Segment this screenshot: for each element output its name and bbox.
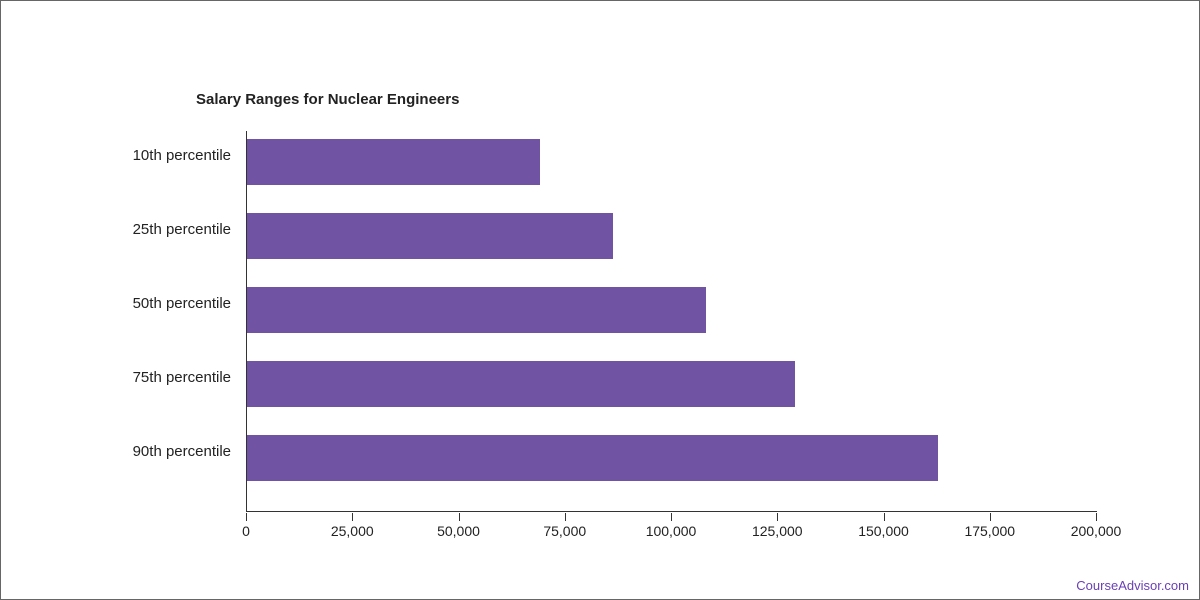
bar-row-50th [247, 287, 706, 333]
x-tick [352, 513, 353, 521]
y-label-1: 25th percentile [1, 221, 231, 238]
x-tick-label: 200,000 [1071, 523, 1122, 539]
x-tick [671, 513, 672, 521]
x-tick-label: 0 [242, 523, 250, 539]
x-tick-label: 150,000 [858, 523, 909, 539]
x-tick-label: 75,000 [543, 523, 586, 539]
bar-row-10th [247, 139, 540, 185]
chart-title: Salary Ranges for Nuclear Engineers [196, 91, 459, 108]
bar-10th [247, 139, 540, 185]
x-tick [246, 513, 247, 521]
x-tick [990, 513, 991, 521]
bar-90th [247, 435, 938, 481]
x-tick-label: 125,000 [752, 523, 803, 539]
x-tick-label: 50,000 [437, 523, 480, 539]
bar-row-75th [247, 361, 795, 407]
y-label-4: 90th percentile [1, 443, 231, 460]
y-label-3: 75th percentile [1, 369, 231, 386]
x-tick [1096, 513, 1097, 521]
bar-row-90th [247, 435, 938, 481]
bar-25th [247, 213, 613, 259]
x-tick-label: 175,000 [964, 523, 1015, 539]
bar-50th [247, 287, 706, 333]
y-label-2: 50th percentile [1, 295, 231, 312]
x-tick [565, 513, 566, 521]
y-label-0: 10th percentile [1, 147, 231, 164]
bar-75th [247, 361, 795, 407]
bar-row-25th [247, 213, 613, 259]
x-tick-label: 100,000 [646, 523, 697, 539]
plot-area [246, 131, 1097, 512]
attribution-text: CourseAdvisor.com [1076, 578, 1189, 593]
x-tick [777, 513, 778, 521]
x-tick [884, 513, 885, 521]
x-tick-label: 25,000 [331, 523, 374, 539]
x-tick [459, 513, 460, 521]
chart-container: Salary Ranges for Nuclear Engineers 10th… [0, 0, 1200, 600]
